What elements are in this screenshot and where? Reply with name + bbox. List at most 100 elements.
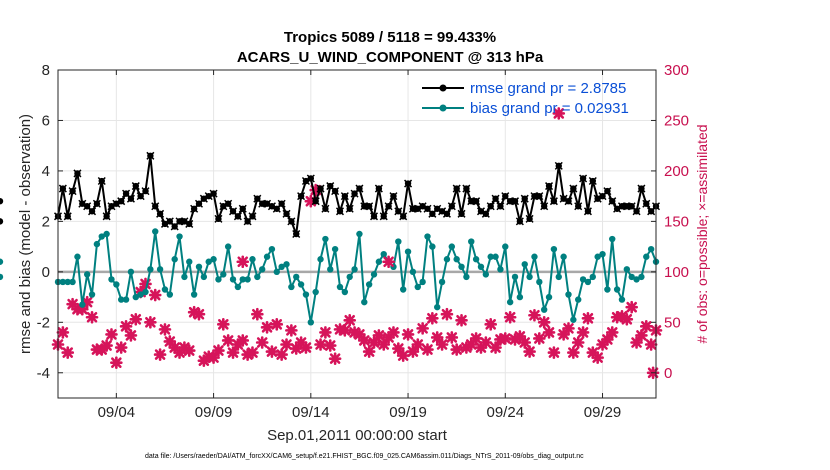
bias-point-20: [152, 228, 159, 235]
rmse-point-63: [360, 202, 369, 211]
rmse-point-53: [311, 197, 320, 206]
bias-point-13: [118, 296, 125, 303]
rmse-point-84: [462, 184, 471, 193]
obs-point-16: [129, 312, 143, 326]
bias-point-84: [463, 273, 470, 281]
bias-point-125: [0, 273, 4, 281]
bias-point-121: [643, 253, 650, 260]
rmse-point-106: [569, 184, 578, 193]
obs-point-24: [168, 341, 181, 354]
rmse-point-102: [549, 197, 558, 206]
x-tick-label-4: 09/24: [487, 404, 525, 421]
rmse-point-38: [238, 204, 247, 213]
obs-point-12: [110, 356, 123, 369]
legend-rmse-marker: [439, 84, 447, 92]
rmse-point-32: [209, 189, 218, 198]
obs-point-2: [61, 346, 75, 359]
rmse-point-33: [214, 214, 223, 223]
obs-point-32: [207, 351, 220, 364]
obs-point-106: [567, 346, 580, 359]
bias-point-72: [404, 248, 412, 255]
bias-point-59: [341, 288, 349, 296]
bias-point-24: [171, 256, 178, 263]
rmse-point-19: [146, 151, 155, 160]
obs-point-71: [396, 349, 410, 362]
bias-point-29: [195, 263, 203, 270]
obs-point-19: [144, 316, 157, 329]
obs-point-113: [601, 333, 614, 346]
obs-point-72: [401, 328, 415, 341]
obs-point-83: [455, 313, 468, 327]
rmse-point-110: [588, 176, 597, 186]
bias-point-120: [638, 273, 645, 281]
obs-point-33: [212, 344, 225, 357]
bias-point-56: [327, 266, 334, 273]
bias-point-30: [200, 273, 208, 281]
bias-point-102: [550, 245, 558, 253]
bias-point-97: [526, 273, 533, 281]
bias-point-64: [365, 281, 373, 288]
obs-point-1: [56, 326, 70, 339]
bias-point-108: [579, 276, 587, 283]
bias-point-107: [575, 296, 582, 303]
right-tick-label-5: 250: [664, 112, 689, 129]
bias-point-62: [356, 230, 363, 238]
bias-point-48: [288, 283, 295, 291]
obs-point-50: [294, 336, 308, 349]
rmse-point-124: [0, 218, 4, 225]
rmse-point-62: [355, 184, 364, 193]
rmse-point-80: [442, 209, 451, 218]
obs-point-63: [357, 334, 371, 347]
obs-point-7: [85, 310, 99, 324]
bias-point-39: [244, 276, 251, 283]
bias-point-35: [224, 243, 232, 250]
obs-point-97: [523, 345, 536, 358]
rmse-point-4: [73, 169, 82, 178]
obs-point-87: [474, 341, 488, 354]
obs-point-108: [576, 326, 590, 339]
obs-point-96: [518, 336, 532, 349]
obs-point-23: [163, 335, 177, 348]
obs-count-series: [53, 107, 663, 369]
obs-point-65: [367, 336, 381, 349]
bias-series: [0, 228, 660, 326]
bias-point-9: [98, 233, 105, 240]
bias-point-116: [618, 296, 626, 303]
right-tick-label-0: 0: [664, 365, 672, 382]
bias-point-117: [623, 266, 631, 273]
rmse-point-81: [447, 202, 456, 211]
bias-point-61: [351, 266, 358, 273]
bias-point-12: [113, 281, 120, 288]
rmse-point-44: [267, 202, 276, 211]
rmse-point-99: [535, 192, 544, 201]
plot-frame: [57, 69, 657, 399]
rmse-point-71: [399, 212, 408, 221]
rmse-point-40: [248, 212, 257, 221]
legend-bias-label: bias grand pr = 0.02931: [470, 100, 629, 117]
obs-point-44: [265, 345, 279, 358]
obs-point-111: [591, 351, 604, 364]
obs-point-59: [338, 324, 352, 337]
chart-title-line1: Tropics 5089 / 5118 = 99.433%: [284, 29, 496, 46]
obs-point-74: [411, 338, 425, 351]
bias-point-60: [346, 273, 353, 281]
obs-point-57: [328, 352, 342, 365]
bias-point-77: [429, 243, 436, 250]
rmse-point-20: [151, 202, 160, 211]
rmse-point-1: [58, 184, 67, 193]
obs-point-36: [226, 346, 240, 359]
rmse-point-68: [384, 202, 393, 211]
obs-point-70: [392, 342, 405, 355]
bias-point-74: [414, 283, 421, 291]
obs-point-18: [139, 277, 152, 291]
obs-point-69: [387, 326, 400, 339]
obs-point-25: [173, 346, 186, 359]
obs-point-100: [537, 316, 551, 329]
obs-point-104: [557, 328, 570, 341]
bias-point-19: [147, 266, 154, 273]
bias-point-55: [322, 235, 329, 243]
bias-point-88: [482, 271, 490, 278]
bias-point-38: [239, 276, 246, 283]
obs-point-103: [552, 107, 566, 120]
bias-point-89: [487, 253, 494, 260]
